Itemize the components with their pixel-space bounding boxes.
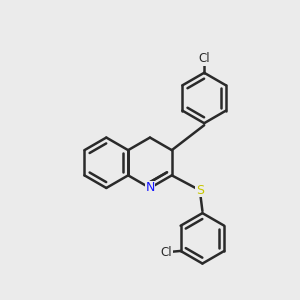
Text: N: N bbox=[145, 182, 155, 194]
Text: S: S bbox=[196, 184, 204, 197]
Text: Cl: Cl bbox=[198, 52, 210, 65]
Text: Cl: Cl bbox=[161, 247, 172, 260]
